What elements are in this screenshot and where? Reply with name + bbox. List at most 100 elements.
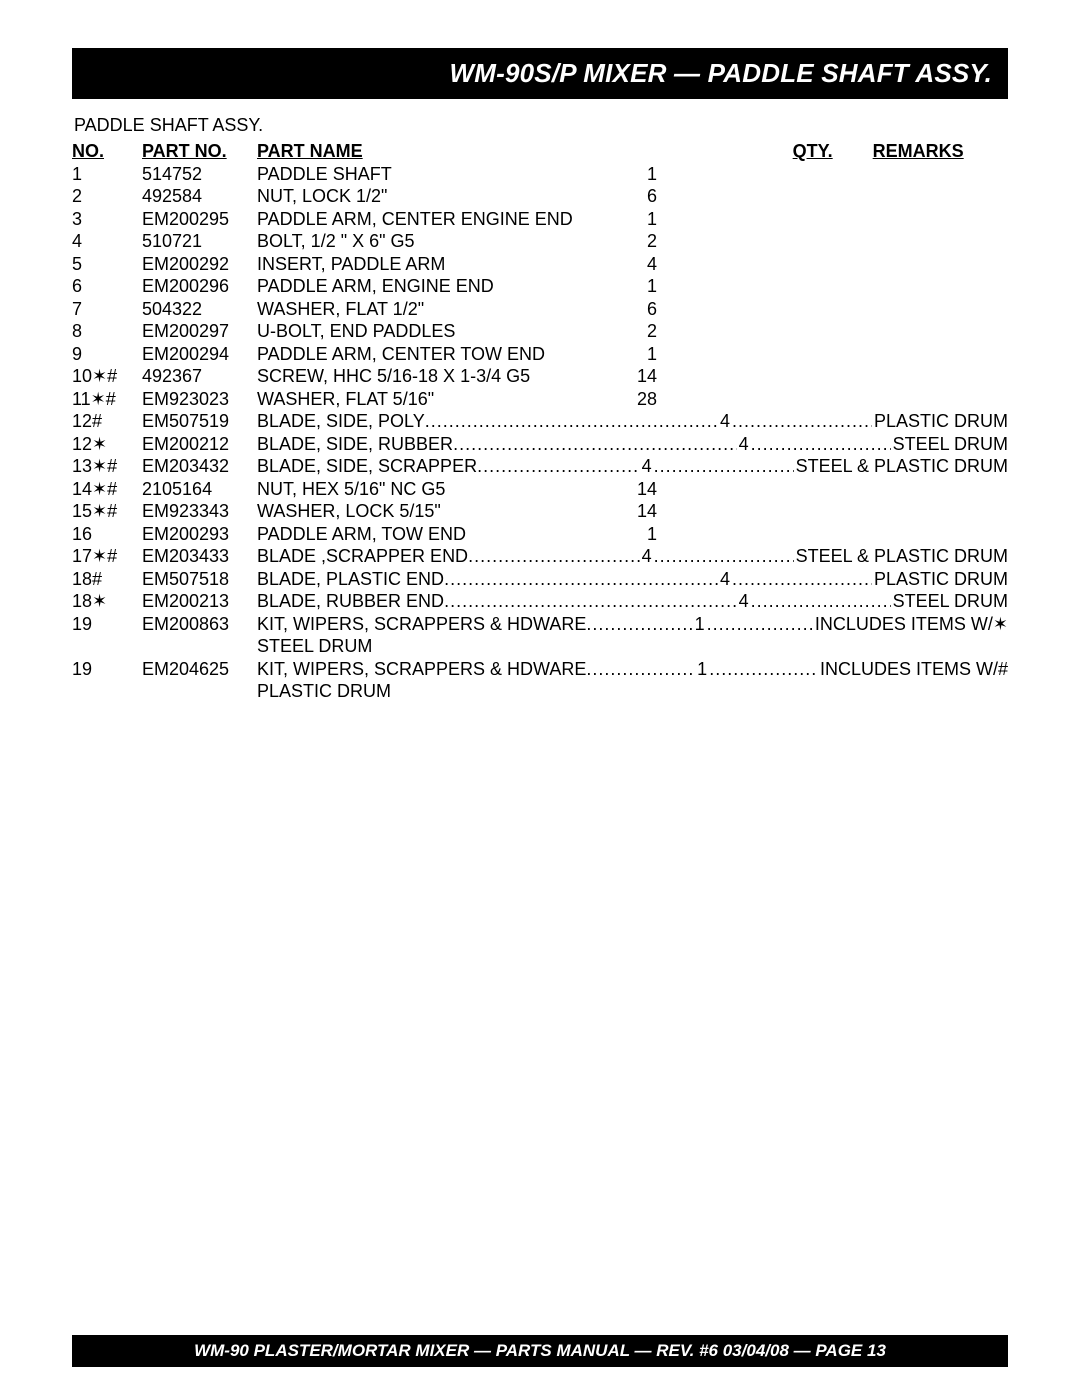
cell-name: PADDLE ARM, ENGINE END <box>257 275 627 298</box>
cell-qty: 1 <box>695 658 709 681</box>
leader-dots: ........................................… <box>477 455 640 478</box>
table-row: 3EM200295PADDLE ARM, CENTER ENGINE END1 <box>72 208 1008 231</box>
cell-partno: 492367 <box>142 365 257 388</box>
page-footer-band: WM-90 PLASTER/MORTAR MIXER — PARTS MANUA… <box>72 1335 1008 1367</box>
parts-table: NO. PART NO. PART NAME QTY. REMARKS 1514… <box>72 140 1008 703</box>
leader-dots: ........................................… <box>751 433 891 456</box>
cell-partno: EM200297 <box>142 320 257 343</box>
page-spacer <box>72 703 1008 1328</box>
cell-qty: 14 <box>627 500 657 523</box>
page-title: WM-90S/P MIXER — PADDLE SHAFT ASSY. <box>450 58 992 88</box>
table-row: 16EM200293PADDLE ARM, TOW END1 <box>72 523 1008 546</box>
table-row: 1514752PADDLE SHAFT1 <box>72 163 1008 186</box>
leader-dots: ........................................… <box>654 455 794 478</box>
table-row: 13✶#EM203432BLADE, SIDE, SCRAPPER ......… <box>72 455 1008 478</box>
cell-name: INSERT, PADDLE ARM <box>257 253 627 276</box>
cell-no: 6 <box>72 275 142 298</box>
cell-partno: EM200296 <box>142 275 257 298</box>
table-row-continuation: STEEL DRUM <box>72 635 1008 658</box>
cell-no: 15✶# <box>72 500 142 523</box>
cell-name: BLADE, SIDE, SCRAPPER <box>257 455 477 478</box>
cell-partno: 504322 <box>142 298 257 321</box>
table-row: 12#EM507519BLADE, SIDE, POLY ...........… <box>72 410 1008 433</box>
leader-dots: ........................................… <box>732 568 872 591</box>
table-row: 18✶EM200213BLADE, RUBBER END ...........… <box>72 590 1008 613</box>
table-body: 1514752PADDLE SHAFT12492584NUT, LOCK 1/2… <box>72 163 1008 703</box>
cell-partno: 514752 <box>142 163 257 186</box>
table-row: 8EM200297U-BOLT, END PADDLES2 <box>72 320 1008 343</box>
cell-qty: 4 <box>718 410 732 433</box>
cell-partno: EM200295 <box>142 208 257 231</box>
cell-partno: 510721 <box>142 230 257 253</box>
leader-dots: ........................................… <box>453 433 737 456</box>
cell-name: NUT, HEX 5/16" NC G5 <box>257 478 627 501</box>
cell-no: 2 <box>72 185 142 208</box>
leader-dots: ........................................… <box>586 613 692 636</box>
cell-no: 1 <box>72 163 142 186</box>
cell-name: BLADE, SIDE, RUBBER <box>257 433 453 456</box>
leader-dots: ........................................… <box>654 545 794 568</box>
cell-partno: EM203433 <box>142 545 257 568</box>
cell-no: 18✶ <box>72 590 142 613</box>
cell-partno: EM203432 <box>142 455 257 478</box>
cell-no: 13✶# <box>72 455 142 478</box>
leader-dots: ........................................… <box>425 410 718 433</box>
leader-dots: ........................................… <box>444 568 718 591</box>
section-label: PADDLE SHAFT ASSY. <box>72 115 1008 136</box>
table-row: 17✶#EM203433BLADE ,SCRAPPER END ........… <box>72 545 1008 568</box>
cell-qty: 1 <box>627 208 657 231</box>
cell-no: 12✶ <box>72 433 142 456</box>
table-row: 18#EM507518BLADE, PLASTIC END ..........… <box>72 568 1008 591</box>
cell-partno: EM204625 <box>142 658 257 681</box>
cell-qty: 1 <box>627 343 657 366</box>
cell-remarks: PLASTIC DRUM <box>872 410 1008 433</box>
cell-partno: EM200212 <box>142 433 257 456</box>
cell-remarks: INCLUDES ITEMS W/✶ <box>813 613 1008 636</box>
cell-remarks: STEEL & PLASTIC DRUM <box>794 545 1008 568</box>
table-row: 11✶#EM923023WASHER, FLAT 5/16"28 <box>72 388 1008 411</box>
cell-remarks: STEEL DRUM <box>891 590 1008 613</box>
col-header-name: PART NAME <box>257 140 363 163</box>
cell-partno: EM507518 <box>142 568 257 591</box>
table-row: 9EM200294PADDLE ARM, CENTER TOW END1 <box>72 343 1008 366</box>
leader-dots: ........................................… <box>709 658 818 681</box>
cell-remarks: STEEL DRUM <box>891 433 1008 456</box>
cell-name: BLADE, RUBBER END <box>257 590 444 613</box>
cell-no: 10✶# <box>72 365 142 388</box>
cell-name: WASHER, FLAT 5/16" <box>257 388 627 411</box>
cell-name: KIT, WIPERS, SCRAPPERS & HDWARE <box>257 613 586 636</box>
leader-dots: ........................................… <box>732 410 872 433</box>
table-row: 12✶EM200212BLADE, SIDE, RUBBER .........… <box>72 433 1008 456</box>
cell-name: BLADE, PLASTIC END <box>257 568 444 591</box>
cell-qty: 1 <box>627 523 657 546</box>
cell-qty: 4 <box>640 455 654 478</box>
page: WM-90S/P MIXER — PADDLE SHAFT ASSY. PADD… <box>0 0 1080 1397</box>
cell-no: 11✶# <box>72 388 142 411</box>
cell-qty: 28 <box>627 388 657 411</box>
table-row: 19EM200863KIT, WIPERS, SCRAPPERS & HDWAR… <box>72 613 1008 636</box>
cell-partno: 492584 <box>142 185 257 208</box>
cell-qty: 14 <box>627 365 657 388</box>
cell-no: 8 <box>72 320 142 343</box>
cell-qty: 4 <box>737 590 751 613</box>
table-row: 19EM204625KIT, WIPERS, SCRAPPERS & HDWAR… <box>72 658 1008 681</box>
table-row: 10✶#492367SCREW, HHC 5/16-18 X 1-3/4 G51… <box>72 365 1008 388</box>
table-row: 2492584NUT, LOCK 1/2"6 <box>72 185 1008 208</box>
col-header-no: NO. <box>72 140 142 163</box>
cell-qty: 1 <box>627 275 657 298</box>
cell-partno: EM200213 <box>142 590 257 613</box>
cell-name: KIT, WIPERS, SCRAPPERS & HDWARE <box>257 658 586 681</box>
cell-no: 9 <box>72 343 142 366</box>
cell-partno: EM200292 <box>142 253 257 276</box>
cell-name: U-BOLT, END PADDLES <box>257 320 627 343</box>
table-row: 15✶#EM923343WASHER, LOCK 5/15"14 <box>72 500 1008 523</box>
cell-partno: 2105164 <box>142 478 257 501</box>
cell-remarks: INCLUDES ITEMS W/# <box>818 658 1008 681</box>
cell-name: BLADE, SIDE, POLY <box>257 410 425 433</box>
table-row-continuation: PLASTIC DRUM <box>72 680 1008 703</box>
leader-dots: ........................................… <box>707 613 813 636</box>
leader-dots: ........................................… <box>586 658 695 681</box>
cell-name: SCREW, HHC 5/16-18 X 1-3/4 G5 <box>257 365 627 388</box>
cell-partno: EM200863 <box>142 613 257 636</box>
leader-dots: ........................................… <box>468 545 640 568</box>
